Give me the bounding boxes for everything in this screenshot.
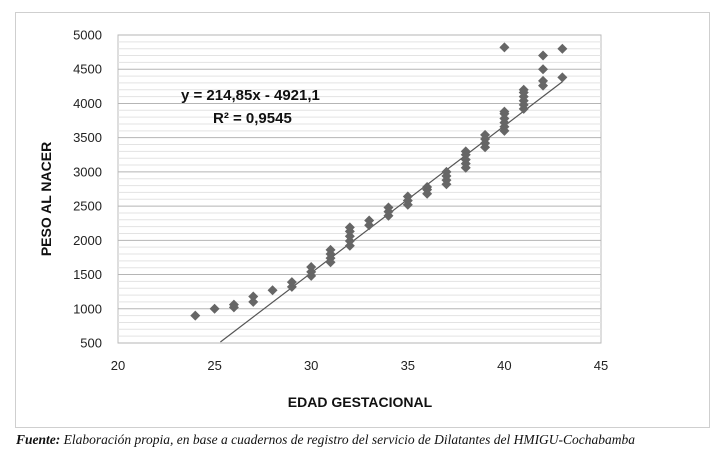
y-tick-label: 3000 [73,164,102,179]
data-point [190,310,201,321]
data-point [499,42,510,53]
source-text: Elaboración propia, en base a cuadernos … [60,432,636,447]
source-note: Fuente: Elaboración propia, en base a cu… [16,432,635,448]
data-point [402,191,413,202]
x-tick-label: 20 [111,358,125,373]
gridlines [117,34,602,344]
data-point [460,146,471,157]
data-point [344,222,355,233]
data-points [190,42,568,321]
y-tick-label: 1000 [73,301,102,316]
data-point [364,215,375,226]
y-tick-label: 2500 [73,199,102,214]
y-tick-label: 1500 [73,267,102,282]
scatter-chart: 500100015002000250030003500400045005000 … [38,28,608,411]
data-point [209,303,220,314]
data-point [538,64,549,75]
data-point [518,84,529,95]
data-point [557,72,568,83]
trendline-equation: y = 214,85x - 4921,1 [181,87,320,104]
data-point [325,244,336,255]
y-axis-ticks: 500 1000 1500 2000 2500 3000 3500 4000 4500 5000 [73,28,102,351]
x-axis-title: EDAD GESTACIONAL [288,394,433,410]
data-point [538,50,549,61]
data-point [383,202,394,213]
y-tick-label: 3500 [73,130,102,145]
data-point [499,106,510,117]
data-point [267,285,278,296]
x-tick-label: 35 [401,358,415,373]
data-point [228,299,239,310]
x-tick-label: 45 [594,358,608,373]
data-point [286,277,297,288]
x-tick-label: 40 [497,358,511,373]
data-point [248,296,259,307]
plot-area [117,34,602,344]
data-point [441,166,452,177]
data-point [557,43,568,54]
y-axis-title: PESO AL NACER [38,142,54,256]
x-tick-label: 30 [304,358,318,373]
r-squared-label: R² = 0,9545 [213,110,292,127]
data-point [306,262,317,273]
data-point [538,75,549,86]
data-point [422,181,433,192]
y-tick-label: 4000 [73,96,102,111]
source-label: Fuente: [16,432,61,447]
x-tick-label: 25 [207,358,221,373]
y-tick-label: 2000 [73,233,102,248]
data-point [480,129,491,140]
x-axis-ticks: 20 25 30 35 40 45 [111,358,608,373]
chart-frame: 500 1000 1500 2000 2500 3000 3500 4000 4500 5000 … [15,12,710,428]
y-tick-label: 5000 [73,28,102,43]
y-tick-label: 500 [80,336,102,351]
data-point [248,291,259,302]
y-tick-label: 4500 [73,62,102,77]
